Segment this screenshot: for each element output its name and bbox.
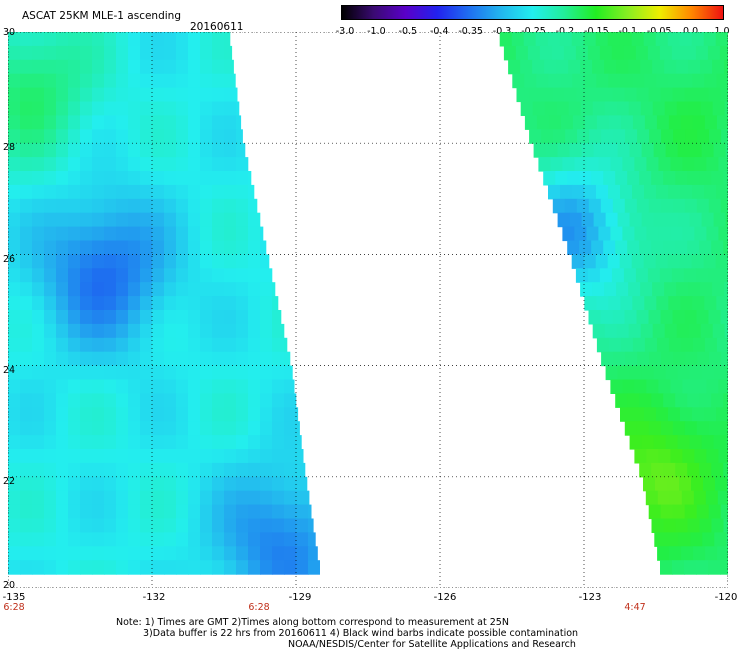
time-label-west-swath: 6:28 <box>248 602 270 613</box>
lat-label-26: 26 <box>3 254 16 265</box>
lat-label-28: 28 <box>3 142 16 153</box>
map-plot <box>8 32 728 588</box>
lat-label-20: 20 <box>3 580 16 591</box>
time-label-east-swath: 4:47 <box>624 602 646 613</box>
lon-label-132: -132 <box>142 592 166 603</box>
lon-label-126: -126 <box>433 592 457 603</box>
time-label-west-edge: 6:28 <box>3 602 25 613</box>
colorbar-tick-label: -0.25 <box>521 26 546 37</box>
colorbar-tick-label: -0.3 <box>492 26 512 37</box>
swath-layer <box>8 32 728 575</box>
note-line-3: NOAA/NESDIS/Center for Satellite Applica… <box>288 639 576 650</box>
colorbar-tick-label: 0.0 <box>683 26 699 37</box>
eastern-swath <box>499 32 728 575</box>
lon-label-135: -135 <box>2 592 26 603</box>
colorbar-tick-label: -0.35 <box>458 26 483 37</box>
lon-label-129: -129 <box>288 592 312 603</box>
lat-label-24: 24 <box>3 365 16 376</box>
lat-label-22: 22 <box>3 476 16 487</box>
colorbar-tick-label: -0.15 <box>584 26 609 37</box>
note-line-2: 3)Data buffer is 22 hrs from 20160611 4)… <box>143 628 579 639</box>
lat-label-30: 30 <box>3 27 16 38</box>
grid-lines <box>8 32 728 588</box>
map-title: ASCAT 25KM MLE-1 ascending <box>22 10 181 22</box>
colorbar-tick-label: -3.0 <box>335 26 355 37</box>
colorbar-tick-label: -0.5 <box>398 26 418 37</box>
colorbar-tick-label: -0.2 <box>555 26 575 37</box>
colorbar-tick-label: -0.05 <box>646 26 672 37</box>
western-swath <box>8 32 320 575</box>
colorbar-tick-label: 1.0 <box>714 26 730 37</box>
note-line-1: Note: 1) Times are GMT 2)Times along bot… <box>116 617 509 628</box>
colorbar <box>341 5 724 20</box>
lon-label-120: -120 <box>714 592 738 603</box>
map-date: 20160611 <box>190 21 244 33</box>
colorbar-tick-label: -0.4 <box>429 26 449 37</box>
colorbar-tick-label: -0.1 <box>618 26 638 37</box>
colorbar-labels: -3.0 -1.0 -0.5 -0.4 -0.35 -0.3 -0.25 -0.2 -0.15-… <box>0 26 740 40</box>
colorbar-tick-label: -1.0 <box>367 26 386 37</box>
lon-label-123: -123 <box>578 592 602 603</box>
